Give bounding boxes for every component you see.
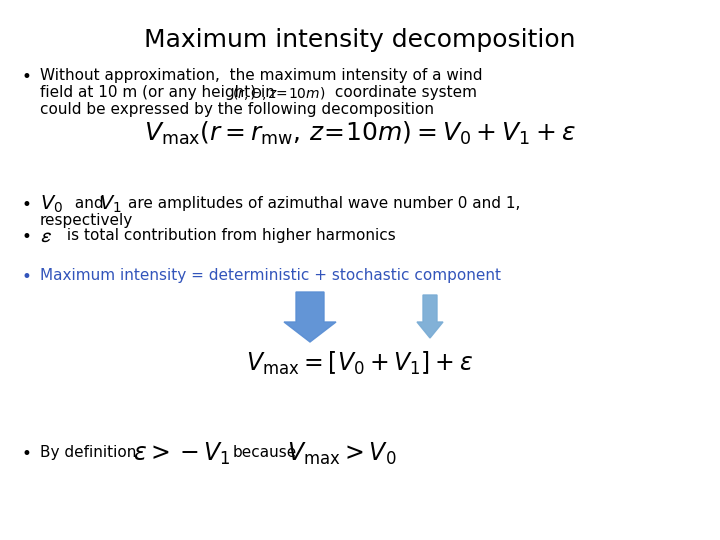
Text: $(r,\Theta, z\!=\!10m)$: $(r,\Theta, z\!=\!10m)$ (232, 85, 325, 102)
Text: $V_{\mathrm{max}}(r = r_{\mathrm{mw}},\, z\!=\!10m) = V_0 + V_1 + \varepsilon$: $V_{\mathrm{max}}(r = r_{\mathrm{mw}},\,… (144, 120, 576, 147)
Text: •: • (22, 228, 32, 246)
Text: field at 10 m (or any height) in: field at 10 m (or any height) in (40, 85, 275, 100)
Text: could be expressed by the following decomposition: could be expressed by the following deco… (40, 102, 434, 117)
Text: •: • (22, 268, 32, 286)
Text: $V_{\mathrm{max}} > V_0$: $V_{\mathrm{max}} > V_0$ (287, 441, 397, 467)
Text: By definition: By definition (40, 445, 136, 460)
Text: $\varepsilon > -V_1$: $\varepsilon > -V_1$ (133, 441, 231, 467)
Text: $V_{\mathrm{max}} = [V_0 + V_1] + \varepsilon$: $V_{\mathrm{max}} = [V_0 + V_1] + \varep… (246, 350, 474, 377)
Text: respectively: respectively (40, 213, 133, 228)
Text: $V_0$: $V_0$ (40, 194, 63, 215)
Text: and: and (70, 196, 109, 211)
Text: $\mathcal{\varepsilon}$: $\mathcal{\varepsilon}$ (40, 226, 52, 246)
Text: Without approximation,  the maximum intensity of a wind: Without approximation, the maximum inten… (40, 68, 482, 83)
Text: Maximum intensity decomposition: Maximum intensity decomposition (144, 28, 576, 52)
Polygon shape (284, 292, 336, 342)
Text: Maximum intensity = deterministic + stochastic component: Maximum intensity = deterministic + stoc… (40, 268, 501, 283)
Text: •: • (22, 196, 32, 214)
Polygon shape (417, 295, 443, 338)
Text: coordinate system: coordinate system (330, 85, 477, 100)
Text: •: • (22, 445, 32, 463)
Text: because: because (233, 445, 297, 460)
Text: is total contribution from higher harmonics: is total contribution from higher harmon… (62, 228, 396, 243)
Text: are amplitudes of azimuthal wave number 0 and 1,: are amplitudes of azimuthal wave number … (128, 196, 521, 211)
Text: $V_1$: $V_1$ (99, 194, 122, 215)
Text: •: • (22, 68, 32, 86)
